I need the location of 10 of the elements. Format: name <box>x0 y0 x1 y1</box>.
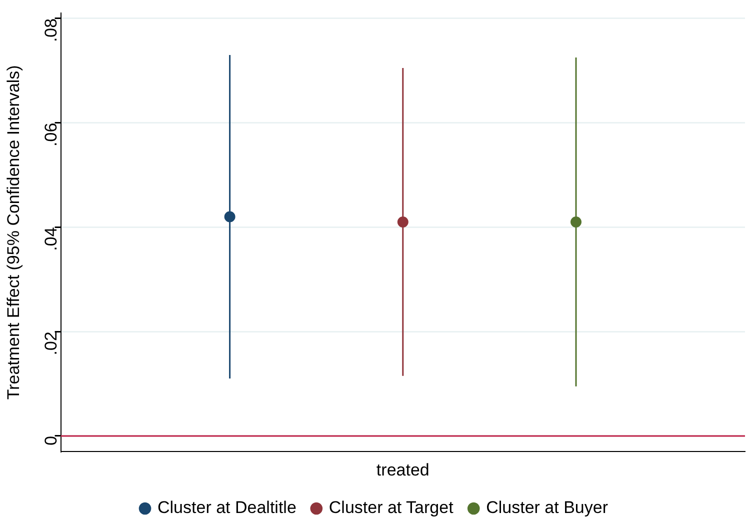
y-tick-label: .04 <box>41 227 60 251</box>
x-tick-label: treated <box>376 460 430 480</box>
legend-label: Cluster at Target <box>328 498 454 518</box>
legend-label: Cluster at Buyer <box>486 498 608 518</box>
y-tick-label: .08 <box>41 18 60 42</box>
y-tick-label: 0 <box>41 436 60 446</box>
y-tick-label: .06 <box>41 122 60 146</box>
y-axis-title: Treatment Effect (95% Confidence Intervals) <box>4 65 23 400</box>
legend-label: Cluster at Dealtitle <box>158 498 296 518</box>
y-tick-label: .02 <box>41 332 60 356</box>
